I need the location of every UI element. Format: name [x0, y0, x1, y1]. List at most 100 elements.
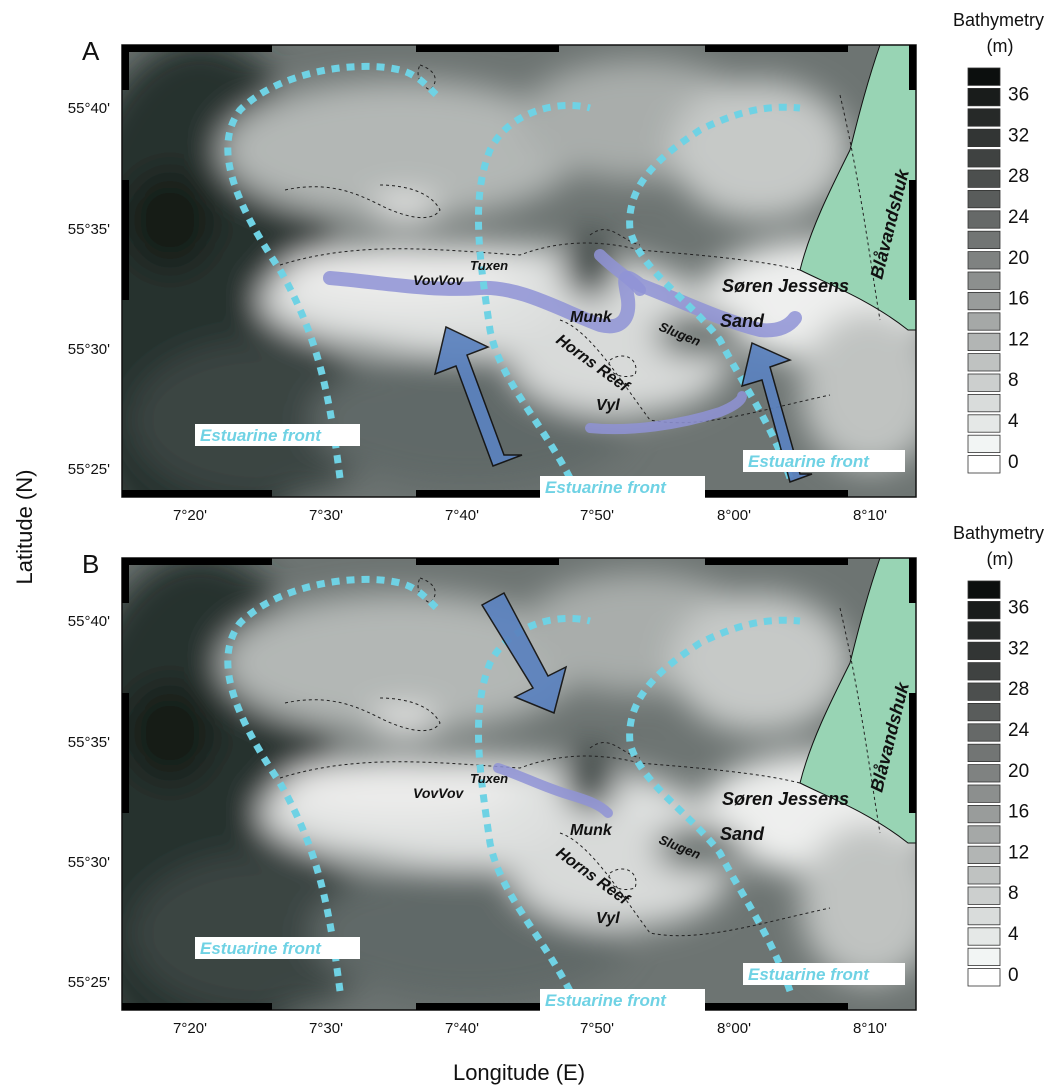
arrow-flow-east: [740, 341, 813, 483]
legend-tick-label: 36: [1008, 598, 1029, 619]
legend-title: Bathymetry: [953, 523, 1044, 543]
lat-tick-label: 55°35': [68, 221, 110, 238]
svg-text:Estuarine front: Estuarine front: [200, 426, 322, 445]
lon-tick-label: 8°10': [853, 507, 887, 524]
lon-tick-label: 7°50': [580, 1020, 614, 1037]
arrow-flow-west: [433, 325, 523, 467]
legend-swatch: [967, 128, 1001, 147]
panel-b: B: [68, 549, 917, 1037]
legend-swatch: [967, 230, 1001, 249]
front-label-west: Estuarine front: [195, 937, 360, 959]
legend-swatch: [967, 682, 1001, 701]
legend-swatch: [967, 291, 1001, 311]
label-munk: Munk: [570, 822, 613, 839]
legend-swatch: [967, 210, 1001, 229]
legend-tick-label: 24: [1008, 207, 1030, 228]
svg-text:Estuarine front: Estuarine front: [545, 478, 667, 497]
panel-a: A: [68, 36, 917, 524]
legend-swatch: [967, 353, 1001, 372]
legend-swatch: [967, 886, 1001, 905]
svg-text:Estuarine front: Estuarine front: [545, 991, 667, 1010]
legend-swatch: [967, 169, 1001, 188]
legend-swatch: [967, 332, 1001, 352]
lon-tick-label: 7°30': [309, 1020, 343, 1037]
frame-ticks: [122, 558, 916, 1010]
label-vovvov: VovVov: [413, 272, 465, 288]
legend-tick-label: 28: [1008, 679, 1029, 700]
front-label-middle: Estuarine front: [540, 476, 705, 498]
legend-swatch: [967, 906, 1001, 926]
x-axis-title: Longitude (E): [453, 1060, 585, 1085]
lon-tick-label: 8°00': [717, 507, 751, 524]
legend-swatch: [967, 641, 1001, 660]
legend-unit: (m): [987, 549, 1014, 569]
legend-tick-label: 8: [1008, 370, 1019, 391]
legend-swatch: [967, 804, 1001, 824]
legend-swatch: [967, 723, 1001, 742]
legend-swatch: [967, 455, 1001, 474]
legend-swatch: [967, 866, 1001, 885]
legend-swatch: [967, 702, 1001, 722]
legend-tick-label: 12: [1008, 329, 1029, 350]
arrow-flow-southeast: [480, 591, 568, 715]
depth-contours: [279, 577, 881, 937]
legend-swatch: [967, 189, 1001, 209]
legend-bathymetry-a: Bathymetry (m) 36 32 28 24 20 16 12 8 4 0: [953, 10, 1044, 474]
sandbank-highlights: [323, 249, 802, 435]
legend-swatch: [967, 743, 1001, 762]
front-label-west: Estuarine front: [195, 424, 360, 446]
lat-tick-label: 55°40': [68, 100, 110, 117]
lon-tick-label: 7°20': [173, 1020, 207, 1037]
legend-swatch: [967, 784, 1001, 803]
lat-tick-label: 55°35': [68, 734, 110, 751]
legend-tick-label: 0: [1008, 452, 1019, 473]
legend-swatch: [967, 312, 1001, 331]
legend-swatch: [967, 662, 1001, 681]
label-vyl: Vyl: [596, 397, 620, 414]
legend-tick-label: 4: [1008, 924, 1019, 945]
legend-swatch: [967, 373, 1001, 392]
label-tuxen: Tuxen: [470, 771, 508, 786]
label-soren-jessens: Søren Jessens: [722, 789, 849, 809]
legend-swatch: [967, 108, 1001, 127]
legend-swatch: [967, 149, 1001, 168]
legend-tick-label: 32: [1008, 638, 1029, 659]
legend-swatch: [967, 947, 1001, 967]
front-label-middle: Estuarine front: [540, 989, 705, 1011]
land-blavandshuk: [799, 558, 916, 844]
legend-swatch: [967, 927, 1001, 946]
legend-swatch: [967, 414, 1001, 433]
label-munk: Munk: [570, 309, 613, 326]
estuarine-fronts: [224, 575, 801, 993]
lat-tick-label: 55°25': [68, 974, 110, 991]
legend-unit: (m): [987, 36, 1014, 56]
flow-arrows: [433, 325, 813, 483]
lat-tick-label: 55°30': [68, 341, 110, 358]
front-label-east: Estuarine front: [743, 963, 905, 985]
lat-tick-label: 55°25': [68, 461, 110, 478]
lon-tick-label: 8°00': [717, 1020, 751, 1037]
legend-swatch: [967, 88, 1001, 107]
lon-tick-label: 7°40': [445, 1020, 479, 1037]
lon-tick-label: 7°40': [445, 507, 479, 524]
svg-text:Estuarine front: Estuarine front: [200, 939, 322, 958]
legend-bathymetry-b: Bathymetry (m) 36 32 28 24 20 16 12 8 4 0: [953, 523, 1044, 987]
legend-swatch: [967, 434, 1001, 454]
lon-tick-label: 7°30': [309, 507, 343, 524]
legend-swatch: [967, 393, 1001, 413]
legend-swatch: [967, 621, 1001, 640]
legend-tick-label: 0: [1008, 965, 1019, 986]
svg-text:Estuarine front: Estuarine front: [748, 965, 870, 984]
legend-tick-label: 32: [1008, 125, 1029, 146]
legend-tick-label: 24: [1008, 720, 1030, 741]
sandbank-highlights: [493, 763, 613, 818]
legend-tick-label: 4: [1008, 411, 1019, 432]
flow-arrows: [480, 591, 568, 715]
lon-tick-label: 7°50': [580, 507, 614, 524]
legend-tick-label: 20: [1008, 248, 1029, 269]
panel-letter: B: [82, 549, 99, 579]
svg-text:Estuarine front: Estuarine front: [748, 452, 870, 471]
lat-tick-label: 55°30': [68, 854, 110, 871]
bathymetry-map: [122, 558, 916, 1010]
